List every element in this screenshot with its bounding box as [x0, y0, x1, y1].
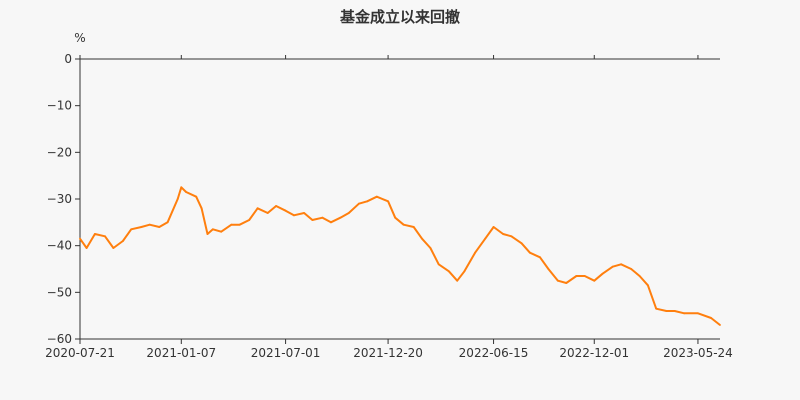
data-point [673, 310, 676, 312]
data-point [601, 272, 604, 275]
data-point [256, 207, 259, 210]
data-point [375, 195, 378, 198]
data-point [248, 219, 251, 221]
data-point [719, 324, 721, 326]
data-point [122, 240, 124, 242]
y-tick-label: −10 [47, 99, 72, 113]
data-point [220, 230, 223, 233]
data-point [697, 312, 699, 315]
y-axis-unit-label: % [74, 31, 85, 45]
data-point [266, 212, 269, 214]
y-tick-label: −30 [47, 192, 72, 206]
data-point [402, 223, 405, 226]
data-point [394, 216, 397, 219]
data-point [387, 200, 389, 203]
data-point [79, 237, 81, 240]
data-point [437, 263, 440, 266]
data-point [583, 275, 586, 277]
data-point [620, 263, 622, 266]
data-point [646, 284, 649, 287]
data-point [611, 265, 614, 268]
data-point [547, 268, 550, 270]
y-tick-label: −40 [47, 239, 72, 253]
data-point [185, 191, 187, 193]
data-point [665, 310, 668, 312]
x-tick-label: 2021-01-07 [146, 346, 216, 360]
data-point [474, 251, 476, 254]
data-point [366, 200, 369, 203]
data-point [293, 214, 295, 217]
x-tick-label: 2020-07-21 [45, 346, 115, 360]
data-point [238, 223, 241, 226]
y-tick-label: −50 [47, 285, 72, 299]
data-point [206, 233, 209, 235]
x-tick-label: 2022-06-15 [459, 346, 529, 360]
data-point [311, 219, 314, 221]
data-point [211, 228, 214, 231]
data-point [638, 275, 641, 277]
data-point [93, 233, 96, 235]
data-point [195, 195, 198, 198]
series-group [79, 186, 721, 326]
x-tick-label: 2023-05-24 [663, 346, 733, 360]
data-point [85, 247, 88, 249]
data-point [176, 198, 179, 200]
y-tick-label: −20 [47, 145, 72, 159]
y-tick-label: 0 [64, 52, 72, 66]
data-point [347, 212, 350, 214]
data-point [112, 247, 115, 249]
data-point [339, 216, 342, 219]
data-point [593, 279, 596, 282]
data-point [456, 279, 459, 282]
data-point [275, 205, 277, 207]
data-point [180, 186, 183, 189]
data-point [529, 251, 531, 254]
data-point [421, 237, 423, 240]
data-point [447, 270, 450, 273]
data-point [412, 226, 415, 228]
data-point [520, 242, 523, 245]
x-tick-label: 2021-12-20 [353, 346, 423, 360]
data-point [140, 226, 143, 228]
data-point [166, 221, 169, 224]
drawdown-series-line [79, 186, 721, 326]
data-point [329, 221, 332, 224]
data-point [502, 233, 504, 235]
data-point [321, 216, 324, 219]
data-point [303, 212, 305, 214]
data-point [484, 237, 487, 240]
data-point [710, 317, 712, 319]
data-point [357, 202, 360, 205]
data-point [539, 256, 541, 259]
data-point [284, 209, 287, 212]
data-point [104, 235, 106, 238]
data-point [230, 223, 233, 226]
data-point [510, 235, 513, 238]
data-point [429, 247, 432, 249]
data-point [557, 279, 559, 282]
data-point [655, 307, 658, 310]
data-point [630, 268, 633, 270]
x-tick-label: 2021-07-01 [251, 346, 321, 360]
data-point [158, 226, 161, 228]
data-point [492, 226, 495, 228]
chart-title: 基金成立以来回撤 [339, 8, 460, 26]
data-point [565, 282, 568, 284]
data-point [130, 228, 133, 231]
data-point [200, 207, 203, 210]
y-tick-label: −60 [47, 332, 72, 346]
data-point [148, 223, 151, 226]
x-tick-label: 2022-12-01 [559, 346, 629, 360]
data-point [683, 312, 686, 315]
data-point [575, 275, 578, 277]
data-point [463, 270, 466, 273]
